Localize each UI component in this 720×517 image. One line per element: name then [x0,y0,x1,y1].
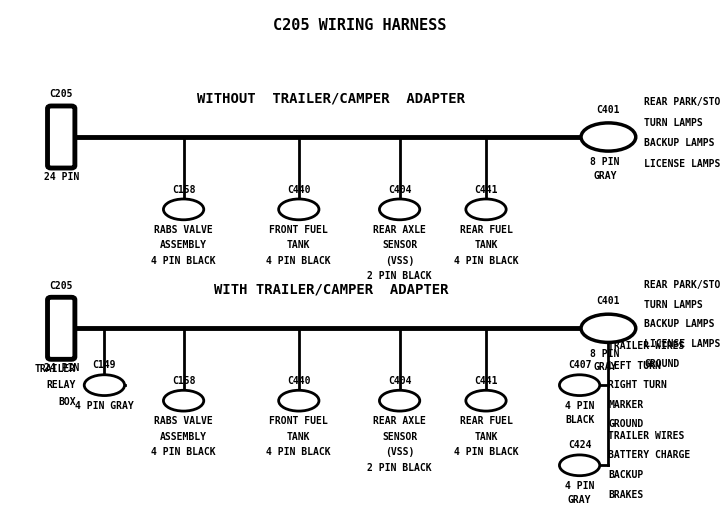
Text: FRONT FUEL: FRONT FUEL [269,416,328,426]
Text: 4 PIN BLACK: 4 PIN BLACK [454,256,518,266]
Text: 24 PIN: 24 PIN [44,172,78,181]
Text: RABS VALVE: RABS VALVE [154,416,213,426]
Text: LICENSE LAMPS: LICENSE LAMPS [644,159,720,169]
Text: 24 PIN: 24 PIN [44,363,78,373]
Text: TURN LAMPS: TURN LAMPS [644,117,703,128]
Ellipse shape [559,375,600,396]
Ellipse shape [466,390,506,411]
Text: TANK: TANK [287,240,310,250]
Text: C407: C407 [568,360,591,370]
Text: BRAKES: BRAKES [608,490,644,500]
Text: REAR AXLE: REAR AXLE [373,225,426,235]
Text: C158: C158 [172,376,195,386]
Text: C205: C205 [50,281,73,291]
Text: C441: C441 [474,376,498,386]
Text: ASSEMBLY: ASSEMBLY [160,240,207,250]
Text: BACKUP LAMPS: BACKUP LAMPS [644,320,715,329]
Text: FRONT FUEL: FRONT FUEL [269,225,328,235]
Text: C424: C424 [568,440,591,450]
Text: 4 PIN BLACK: 4 PIN BLACK [266,447,331,457]
Text: C205 WIRING HARNESS: C205 WIRING HARNESS [274,18,446,33]
Ellipse shape [163,390,204,411]
Text: REAR PARK/STOP: REAR PARK/STOP [644,97,720,107]
Text: 2 PIN BLACK: 2 PIN BLACK [367,463,432,473]
Text: BOX: BOX [58,397,76,407]
Text: C401: C401 [597,296,620,307]
Text: REAR PARK/STOP: REAR PARK/STOP [644,280,720,290]
Text: REAR FUEL: REAR FUEL [459,225,513,235]
Text: RABS VALVE: RABS VALVE [154,225,213,235]
Text: LICENSE LAMPS: LICENSE LAMPS [644,339,720,349]
Text: (VSS): (VSS) [385,447,414,457]
Ellipse shape [84,375,125,396]
Ellipse shape [559,455,600,476]
Text: C149: C149 [93,360,116,370]
Text: TANK: TANK [474,240,498,250]
Text: GRAY: GRAY [568,495,591,505]
Ellipse shape [466,199,506,220]
Text: TURN LAMPS: TURN LAMPS [644,300,703,310]
Text: 4 PIN BLACK: 4 PIN BLACK [266,256,331,266]
Text: 4 PIN: 4 PIN [565,401,594,410]
Text: SENSOR: SENSOR [382,240,417,250]
Text: 4 PIN BLACK: 4 PIN BLACK [454,447,518,457]
Ellipse shape [163,199,204,220]
Text: 4 PIN GRAY: 4 PIN GRAY [75,401,134,410]
Ellipse shape [581,314,636,342]
Text: 4 PIN BLACK: 4 PIN BLACK [151,256,216,266]
Text: (VSS): (VSS) [385,256,414,266]
Text: RIGHT TURN: RIGHT TURN [608,380,667,390]
Ellipse shape [379,199,420,220]
Text: WITHOUT  TRAILER/CAMPER  ADAPTER: WITHOUT TRAILER/CAMPER ADAPTER [197,91,465,105]
Text: ASSEMBLY: ASSEMBLY [160,432,207,442]
Text: TANK: TANK [287,432,310,442]
Text: GRAY: GRAY [593,362,616,372]
Text: 2 PIN BLACK: 2 PIN BLACK [367,271,432,281]
Ellipse shape [279,390,319,411]
Text: 4 PIN BLACK: 4 PIN BLACK [151,447,216,457]
Text: C440: C440 [287,376,310,386]
Ellipse shape [581,123,636,151]
Text: C401: C401 [597,105,620,115]
Text: MARKER: MARKER [608,400,644,410]
Text: RELAY: RELAY [46,380,76,390]
Text: REAR FUEL: REAR FUEL [459,416,513,426]
Text: 8 PIN: 8 PIN [590,157,619,168]
FancyBboxPatch shape [48,106,75,168]
Text: GROUND: GROUND [608,419,644,430]
Text: BATTERY CHARGE: BATTERY CHARGE [608,450,690,461]
Text: BACKUP LAMPS: BACKUP LAMPS [644,138,715,148]
Text: 4 PIN: 4 PIN [565,481,594,491]
Text: C205: C205 [50,89,73,99]
Text: REAR AXLE: REAR AXLE [373,416,426,426]
Text: TRAILER: TRAILER [35,363,76,374]
Text: LEFT TURN: LEFT TURN [608,360,661,371]
Text: 8 PIN: 8 PIN [590,348,619,359]
Text: SENSOR: SENSOR [382,432,417,442]
FancyBboxPatch shape [48,297,75,359]
Text: C440: C440 [287,185,310,195]
Text: BLACK: BLACK [565,415,594,425]
Text: TANK: TANK [474,432,498,442]
Ellipse shape [379,390,420,411]
Ellipse shape [279,199,319,220]
Text: C441: C441 [474,185,498,195]
Text: GROUND: GROUND [644,359,680,369]
Text: C158: C158 [172,185,195,195]
Text: C404: C404 [388,376,411,386]
Text: TRAILER WIRES: TRAILER WIRES [608,431,685,441]
Text: TRAILER WIRES: TRAILER WIRES [608,341,685,351]
Text: WITH TRAILER/CAMPER  ADAPTER: WITH TRAILER/CAMPER ADAPTER [214,282,449,297]
Text: BACKUP: BACKUP [608,470,644,480]
Text: GRAY: GRAY [593,171,616,181]
Text: C404: C404 [388,185,411,195]
